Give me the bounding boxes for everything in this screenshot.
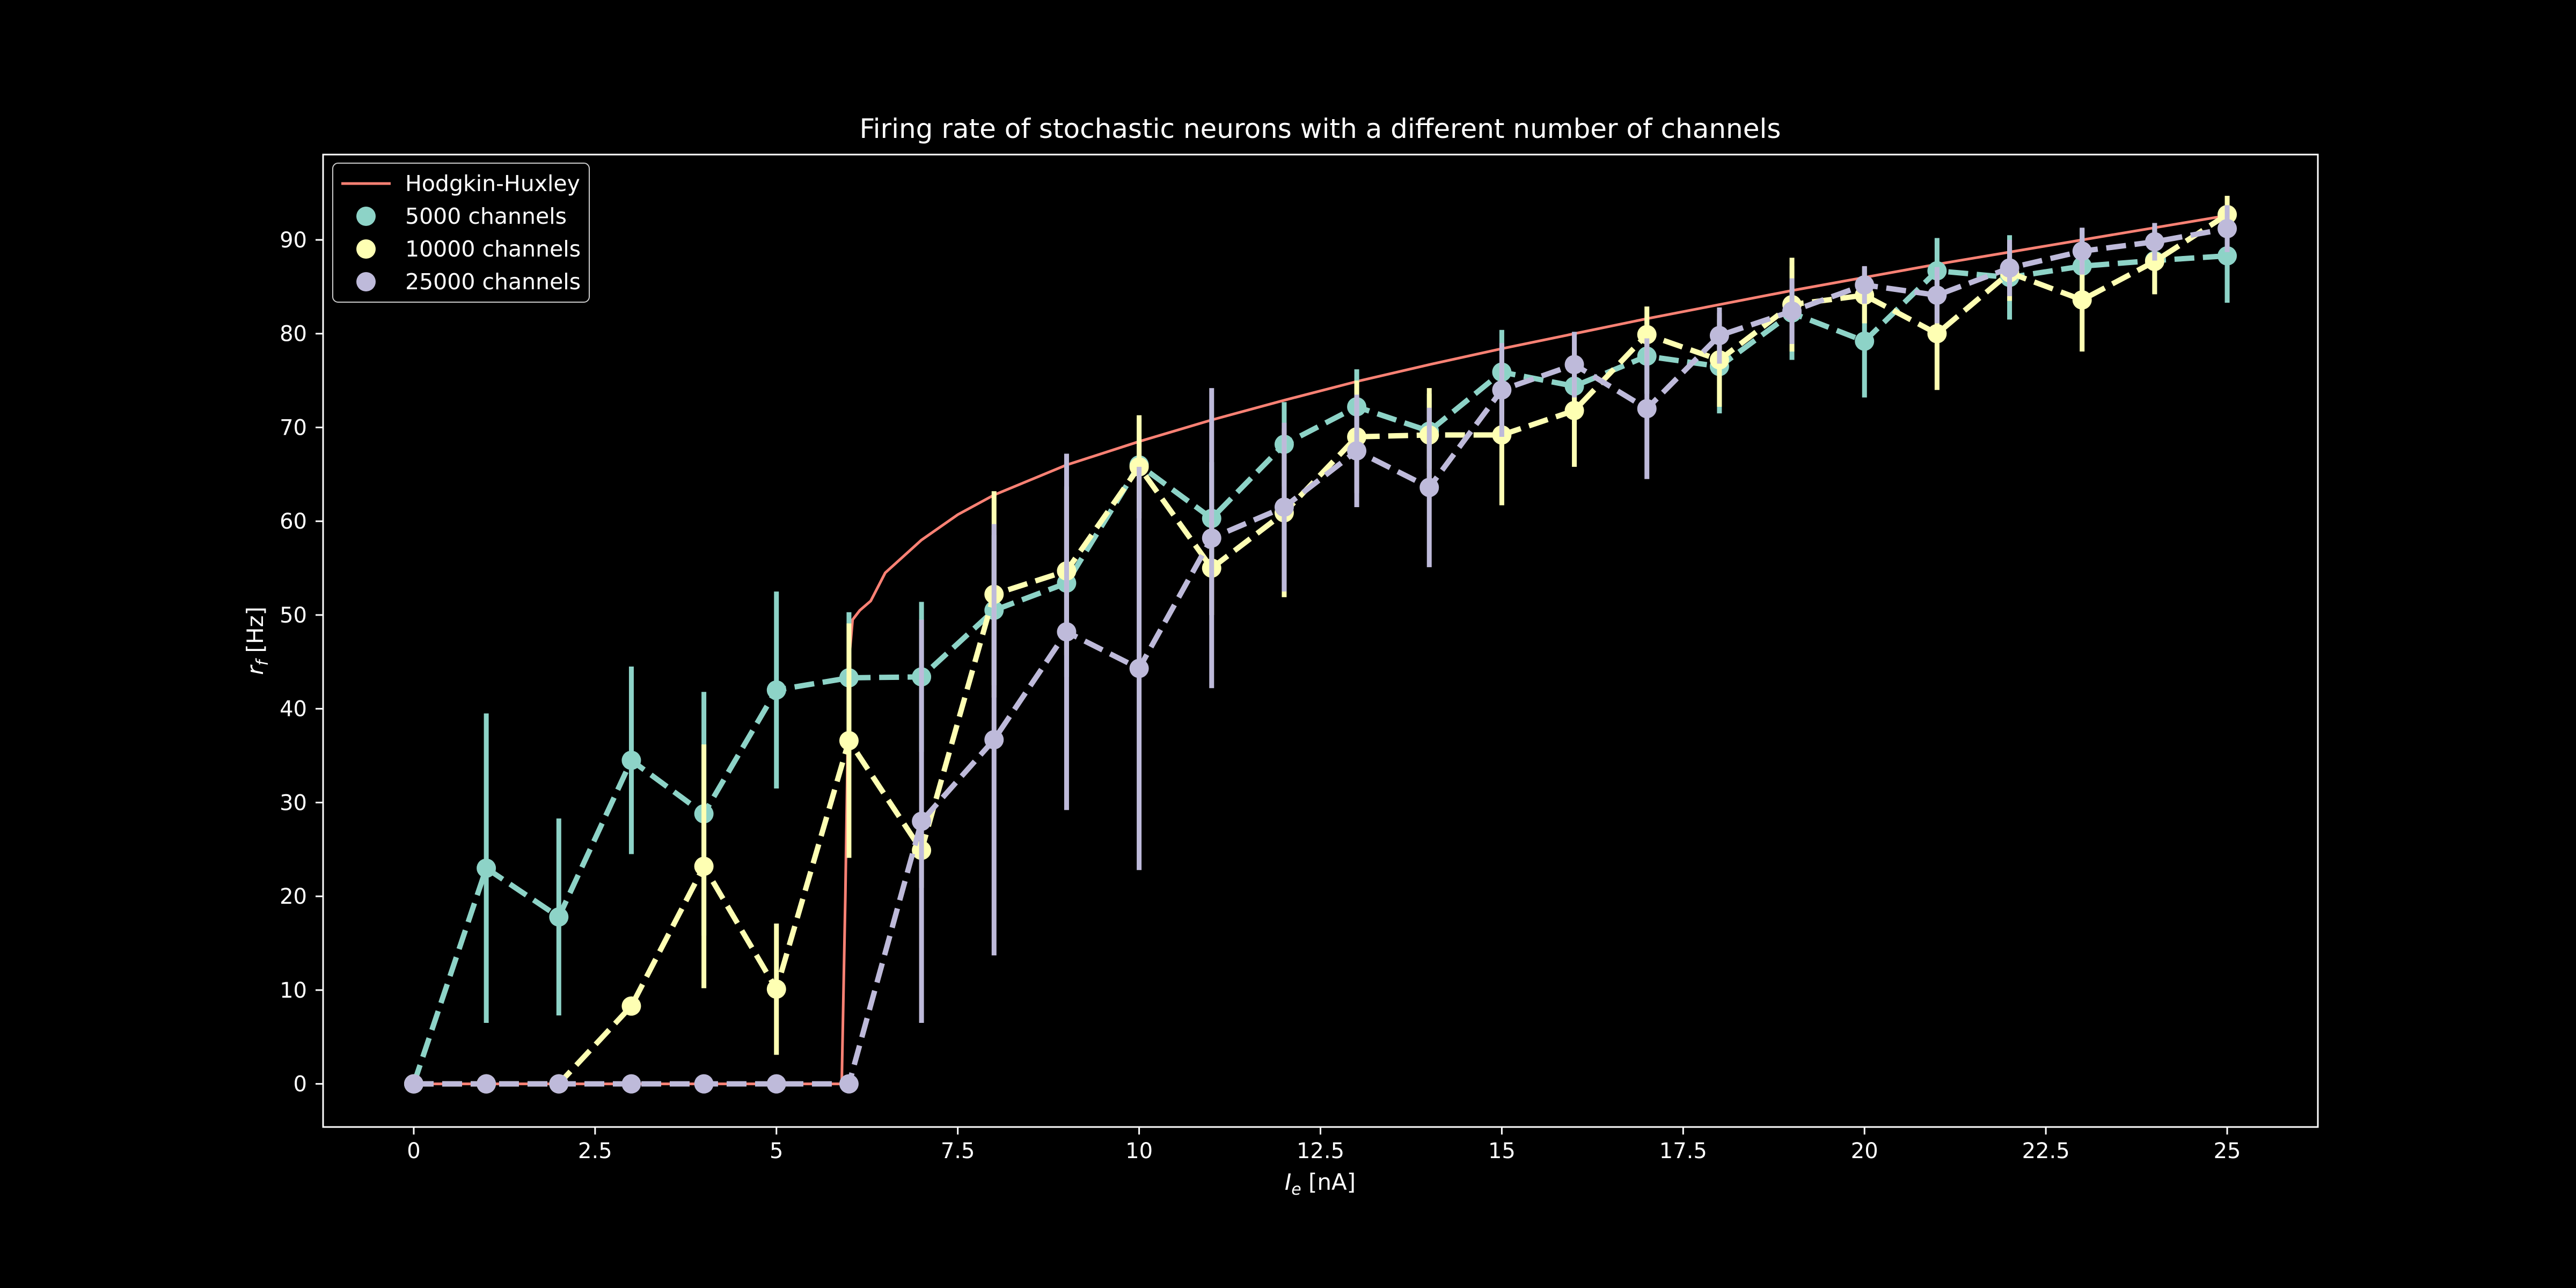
data-point [2000,258,2019,278]
legend-label: Hodgkin-Huxley [405,171,580,196]
plot-area [404,195,2237,1094]
x-axis-label: Ie [nA] [1285,1169,1356,1199]
y-axis-label-main: r [242,664,268,675]
x-axis: 0 2.5 5 7.5 10 12.5 15 17.5 20 22.5 25 [407,1127,2241,1163]
y-tick-label: 60 [280,509,307,534]
legend-marker-swatch [356,272,376,291]
x-tick-label: 10 [1125,1139,1153,1163]
x-axis-label-main: I [1285,1169,1291,1195]
x-tick-label: 12.5 [1297,1139,1344,1163]
y-tick-label: 30 [280,791,307,815]
series-line [411,253,2228,1085]
data-point [2072,241,2092,261]
data-point [1855,275,1875,295]
data-point [1564,401,1584,421]
series-line [413,226,2228,1087]
data-point [2145,232,2164,252]
data-point [1274,497,1294,517]
legend-box [332,163,590,303]
legend-label: 10000 channels [405,236,581,262]
data-point [549,907,569,927]
data-point [1637,399,1657,419]
x-tick-label: 20 [1851,1139,1878,1163]
legend-label: 5000 channels [405,203,567,229]
data-point [2218,219,2237,239]
data-point [1782,301,1802,321]
y-tick-label: 20 [280,884,307,909]
data-point [912,811,932,831]
data-point [621,1074,641,1094]
y-tick-label: 40 [280,697,307,722]
data-point [984,730,1004,750]
series-line [413,212,2229,1087]
data-point [766,680,786,700]
data-point [839,731,859,751]
y-tick-label: 70 [280,415,307,440]
y-axis: 0 10 20 30 40 50 60 70 80 90 [280,228,323,1097]
y-tick-label: 80 [280,322,307,347]
x-tick-label: 0 [407,1139,420,1163]
data-point [1347,441,1367,461]
x-tick-label: 17.5 [1659,1139,1707,1163]
x-axis-label-unit: [nA] [1301,1169,1356,1195]
x-tick-label: 15 [1488,1139,1516,1163]
y-tick-label: 0 [294,1072,307,1097]
legend-label: 25000 channels [405,269,581,295]
data-point [1129,658,1149,678]
data-point [1492,380,1512,400]
data-point [2218,246,2237,266]
x-tick-label: 5 [770,1139,783,1163]
series-2 [404,205,2237,1094]
data-point [766,979,786,999]
data-point [1637,325,1657,345]
legend-marker-swatch [356,207,376,226]
data-point [477,1074,496,1094]
y-tick-label: 50 [280,603,307,628]
legend: Hodgkin-Huxley 5000 channels 10000 channel… [332,163,590,303]
data-point [1927,324,1947,343]
y-tick-label: 10 [280,978,307,1003]
data-point [1927,286,1947,305]
data-point [621,750,641,770]
data-point [2145,252,2164,272]
data-point [621,996,641,1016]
x-tick-label: 7.5 [941,1139,975,1163]
y-tick-label: 90 [280,228,307,253]
chart-title: Firing rate of stochastic neurons with a… [860,113,1781,144]
data-point [549,1074,569,1094]
data-point [694,857,714,876]
x-tick-label: 22.5 [2022,1139,2070,1163]
data-point [839,1074,859,1094]
data-point [694,1074,714,1094]
data-point [1419,478,1439,497]
data-point [477,858,496,878]
data-point [1057,622,1077,642]
data-point [1202,528,1221,548]
data-point [2072,290,2092,310]
x-tick-label: 25 [2214,1139,2241,1163]
x-tick-label: 2.5 [578,1139,612,1163]
data-point [1564,355,1584,375]
data-point [1855,331,1875,351]
data-point [404,1074,423,1094]
y-axis-label: rf [Hz] [242,606,272,675]
data-point [1709,326,1729,346]
data-point [766,1074,786,1094]
legend-marker-swatch [356,239,376,259]
x-axis-label-sub: e [1291,1180,1301,1199]
y-axis-label-unit: [Hz] [242,606,268,660]
